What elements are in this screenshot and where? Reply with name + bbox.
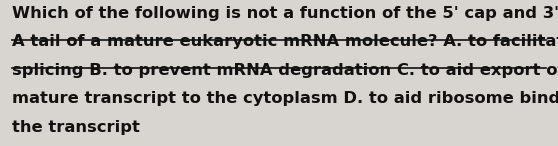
Text: splicing B. to prevent mRNA degradation C. to aid export of the: splicing B. to prevent mRNA degradation …	[12, 63, 558, 78]
Text: Which of the following is not a function of the 5' cap and 3' poly-: Which of the following is not a function…	[12, 6, 558, 21]
Text: the transcript: the transcript	[12, 120, 140, 135]
Text: A tail of a mature eukaryotic mRNA molecule? A. to facilitate: A tail of a mature eukaryotic mRNA molec…	[12, 34, 558, 49]
Text: mature transcript to the cytoplasm D. to aid ribosome binding to: mature transcript to the cytoplasm D. to…	[12, 91, 558, 106]
